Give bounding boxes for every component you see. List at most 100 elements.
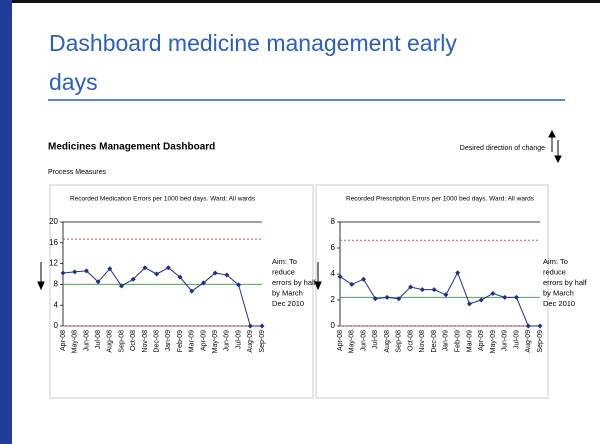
data-point xyxy=(247,323,253,329)
y-tick-label: 8 xyxy=(331,217,336,226)
x-tick-label: Apr-08 xyxy=(60,330,67,351)
aim-annotation: errors by half xyxy=(272,278,317,287)
x-tick-label: Jul-08 xyxy=(95,330,102,349)
x-tick-label: Oct-08 xyxy=(130,330,137,351)
x-tick-label: May-08 xyxy=(349,330,356,353)
aim-annotation: Dec 2010 xyxy=(543,299,575,308)
x-tick-label: Dec-08 xyxy=(153,330,160,353)
x-tick-label: Jun-09 xyxy=(224,330,231,352)
data-point xyxy=(60,270,66,276)
aim-annotation: Dec 2010 xyxy=(272,299,304,308)
side-bar xyxy=(0,0,12,444)
x-tick-label: Apr-09 xyxy=(200,330,207,351)
data-point xyxy=(107,266,113,272)
aim-annotation: errors by half xyxy=(543,278,588,287)
data-point xyxy=(466,301,472,307)
x-tick-label: Aug-09 xyxy=(525,330,532,353)
x-tick-label: Feb-09 xyxy=(177,330,184,352)
y-tick-label: 2 xyxy=(331,295,336,304)
data-point xyxy=(349,281,355,287)
slide-title: Dashboard medicine management early xyxy=(49,30,457,56)
data-point xyxy=(490,291,496,296)
x-tick-label: Feb-09 xyxy=(454,330,461,352)
x-tick-label: Jul-09 xyxy=(513,330,520,349)
x-tick-label: Jan-09 xyxy=(165,330,172,352)
data-point xyxy=(478,297,484,303)
aim-annotation: reduce xyxy=(543,267,566,276)
aim-annotation: Aim: To xyxy=(272,257,297,266)
x-tick-label: Jun-09 xyxy=(502,330,509,352)
x-tick-label: May-09 xyxy=(212,330,219,353)
x-tick-label: Dec-08 xyxy=(431,330,438,353)
y-tick-label: 12 xyxy=(49,259,58,268)
x-tick-label: Sep-09 xyxy=(537,330,544,353)
data-point xyxy=(337,274,343,280)
y-tick-label: 16 xyxy=(49,238,58,247)
panel xyxy=(49,184,314,399)
x-tick-label: May-09 xyxy=(490,330,497,353)
data-point xyxy=(95,279,101,285)
slide-title: days xyxy=(49,69,98,95)
data-point xyxy=(224,272,230,278)
x-tick-label: Nov-08 xyxy=(419,330,426,353)
direction-arrows xyxy=(548,129,562,164)
arrow-head xyxy=(314,281,322,291)
y-tick-label: 0 xyxy=(54,321,59,330)
data-point xyxy=(119,283,125,289)
data-point xyxy=(525,323,531,329)
arrow-head xyxy=(37,281,45,291)
direction-label: Desired direction of change xyxy=(460,145,545,152)
data-point xyxy=(431,287,437,293)
x-tick-label: Apr-08 xyxy=(337,330,344,351)
data-point xyxy=(72,269,78,275)
aim-annotation: by March xyxy=(543,288,574,297)
direction-arrow xyxy=(37,262,45,291)
aim-annotation: by March xyxy=(272,288,303,297)
data-point xyxy=(455,270,461,276)
x-tick-label: Jul-09 xyxy=(235,330,242,349)
data-point xyxy=(142,265,148,271)
data-point xyxy=(236,282,242,288)
data-point xyxy=(212,270,218,276)
data-point xyxy=(408,284,414,290)
y-tick-label: 4 xyxy=(54,300,59,309)
section-label: Process Measures xyxy=(48,169,106,176)
data-point xyxy=(83,268,89,274)
chart-title: Recorded Prescription Errors per 1000 be… xyxy=(346,196,535,203)
data-point xyxy=(537,323,543,329)
data-point xyxy=(502,294,508,300)
y-tick-label: 8 xyxy=(54,280,59,289)
dashboard-title: Medicines Management Dashboard xyxy=(48,142,215,153)
x-tick-label: May-08 xyxy=(72,330,79,353)
data-point xyxy=(130,276,136,282)
x-tick-label: Sep-08 xyxy=(396,330,403,353)
x-tick-label: Jun-08 xyxy=(360,330,367,352)
top-border xyxy=(0,0,600,3)
direction-arrow xyxy=(314,262,322,291)
y-tick-label: 0 xyxy=(331,321,336,330)
x-tick-label: Nov-08 xyxy=(142,330,149,353)
data-point xyxy=(177,274,183,280)
y-tick-label: 4 xyxy=(331,269,336,278)
data-point xyxy=(419,287,425,293)
x-tick-label: Mar-09 xyxy=(466,330,473,352)
x-tick-label: Aug-08 xyxy=(107,330,114,353)
x-tick-label: Sep-08 xyxy=(118,330,125,353)
data-point xyxy=(154,271,160,277)
data-point xyxy=(259,323,265,329)
x-tick-label: Aug-08 xyxy=(384,330,391,353)
chart-title: Recorded Medication Errors per 1000 bed … xyxy=(70,196,256,203)
aim-annotation: reduce xyxy=(272,267,295,276)
data-point xyxy=(513,294,519,300)
panel xyxy=(315,184,549,399)
x-tick-label: Apr-09 xyxy=(478,330,485,351)
data-point xyxy=(396,296,402,302)
data-point xyxy=(443,292,449,298)
x-tick-label: Sep-09 xyxy=(259,330,266,353)
x-tick-label: Oct-08 xyxy=(407,330,414,351)
series-line xyxy=(62,267,262,327)
data-point xyxy=(361,276,367,282)
x-tick-label: Mar-09 xyxy=(189,330,196,352)
data-point xyxy=(372,296,378,302)
